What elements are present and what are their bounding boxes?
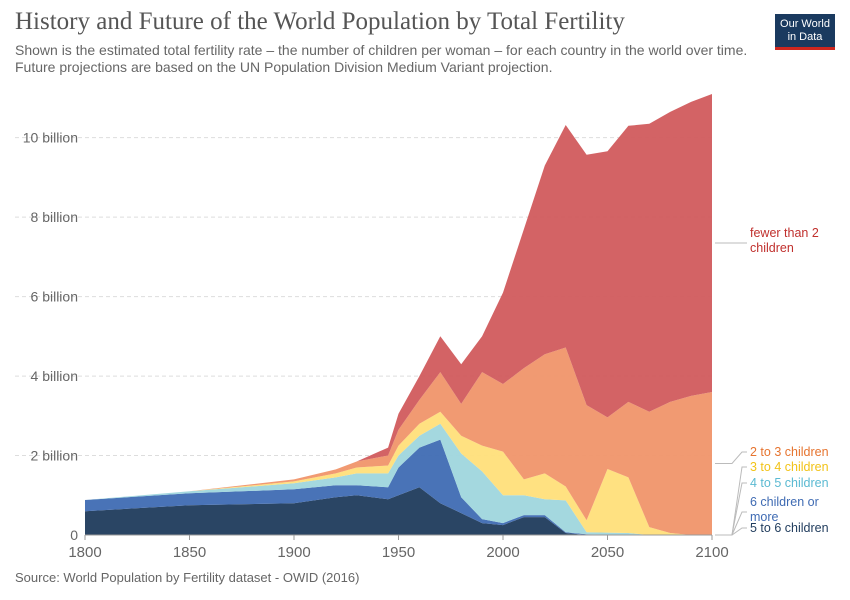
legend-label-5: fewer than 2 children: [750, 226, 819, 255]
y-tick-label: 8 billion: [31, 209, 78, 225]
legend-label-4: 2 to 3 children: [750, 445, 829, 459]
x-tick-label: 1800: [68, 544, 101, 561]
x-tick-label: 2000: [486, 544, 519, 561]
legend-connector-1: [715, 511, 747, 536]
series-area-1: [85, 439, 712, 535]
logo-line-2: in Data: [787, 31, 823, 43]
legend-label-line: 2 to 3 children: [750, 445, 829, 459]
legend-label-line: 6 children or: [750, 495, 819, 509]
series-area-2: [85, 423, 712, 535]
stacked-areas: [85, 94, 712, 535]
legend-connector-4: [715, 451, 747, 464]
y-tick-label: 10 billion: [23, 130, 78, 146]
legend-label-3: 3 to 4 children: [750, 460, 829, 474]
y-tick-label: 0: [70, 527, 78, 543]
logo-line-1: Our World: [780, 18, 830, 30]
legend-label-0: 5 to 6 children: [750, 521, 829, 535]
owid-logo[interactable]: Our World in Data: [775, 14, 835, 50]
legend-label-line: 4 to 5 children: [750, 476, 829, 490]
y-tick-label: 6 billion: [31, 289, 78, 305]
source-note[interactable]: Source: World Population by Fertility da…: [15, 570, 360, 585]
series-area-0: [85, 487, 712, 535]
legend-label-1: 6 children or more: [750, 495, 819, 524]
legend-label-2: 4 to 5 children: [750, 476, 829, 490]
chart-title: History and Future of the World Populati…: [15, 8, 625, 35]
legend-connector-2: [715, 482, 747, 536]
x-tick-label: 1900: [277, 544, 310, 561]
x-tick-label: 2050: [591, 544, 624, 561]
series-area-4: [85, 347, 712, 535]
x-tick-label: 1950: [382, 544, 415, 561]
legend-connector-3: [715, 466, 747, 536]
series-area-5: [85, 94, 712, 500]
chart-subtitle: Shown is the estimated total fertility r…: [15, 42, 748, 75]
legend-label-line: fewer than 2: [750, 226, 819, 240]
legend-label-line: 5 to 6 children: [750, 521, 829, 535]
x-tick-label: 1850: [173, 544, 206, 561]
axes: 0 2 billion 4 billion 6 billion 8 billion 10 …: [23, 130, 729, 561]
legend-label-line: children: [750, 241, 794, 255]
legend-label-line: more: [750, 510, 779, 524]
legend-label-line: 3 to 4 children: [750, 460, 829, 474]
legend-connector-0: [715, 527, 747, 536]
x-tick-label: 2100: [695, 544, 728, 561]
y-tick-label: 2 billion: [31, 448, 78, 464]
y-tick-label: 4 billion: [31, 368, 78, 384]
